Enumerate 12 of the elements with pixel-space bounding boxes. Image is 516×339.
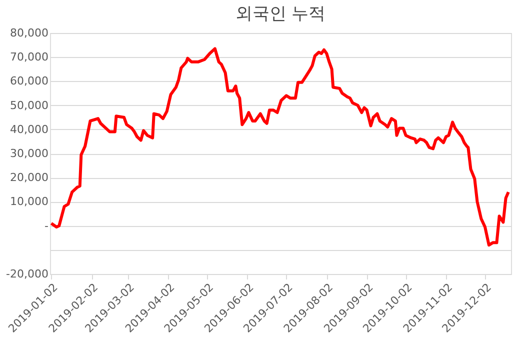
y-tick-label: 20,000	[10, 171, 48, 184]
y-tick-label: 60,000	[10, 74, 48, 88]
chart-title: 외국인 누적	[235, 4, 326, 24]
y-tick-label: 70,000	[10, 50, 48, 64]
y-tick-label: -20,000	[6, 268, 48, 280]
y-tick-label: 50,000	[10, 98, 48, 112]
line-series	[50, 47, 510, 247]
y-tick-label: -	[44, 219, 49, 232]
y-tick-label: 40,000	[10, 122, 48, 136]
y-tick-label: 80,000	[10, 26, 48, 40]
y-tick-label: 10,000	[10, 195, 48, 208]
y-tick-label: 30,000	[10, 147, 48, 160]
